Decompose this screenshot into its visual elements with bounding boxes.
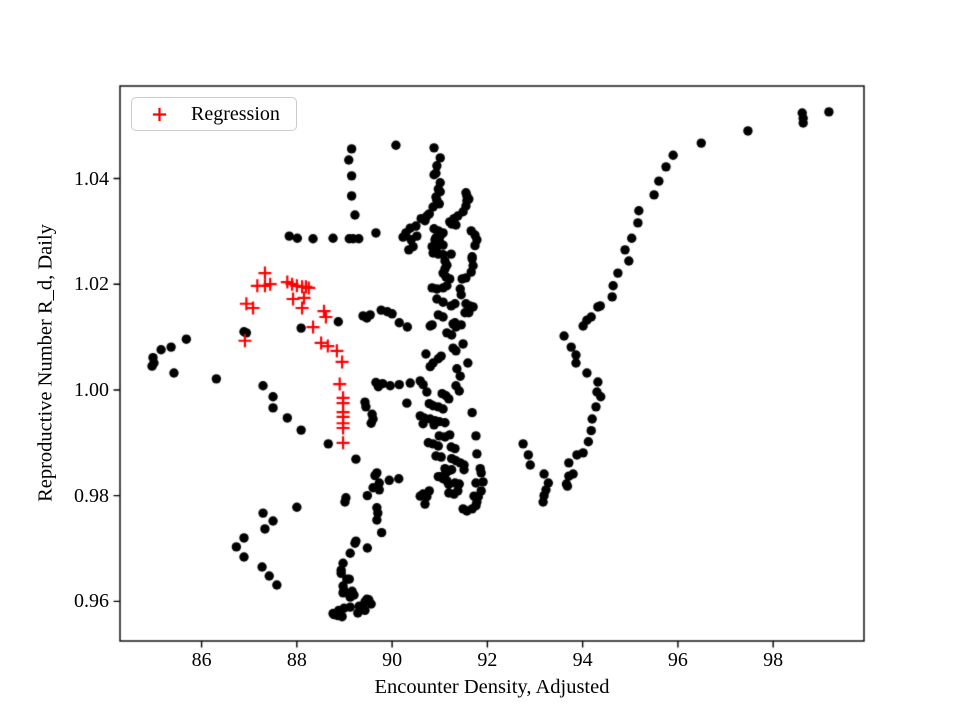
- x-tick-label-94: 94: [572, 649, 593, 671]
- regression-plus-icon: [152, 107, 167, 122]
- x-tick-label-86: 86: [191, 649, 212, 671]
- y-axis-title: Reproductive Number R_d, Daily: [34, 224, 57, 502]
- x-tick-label-90: 90: [382, 649, 403, 671]
- legend: Regression: [131, 97, 297, 131]
- legend-label-regression: Regression: [191, 102, 280, 125]
- y-tick-label-0.98: 0.98: [74, 484, 109, 507]
- y-tick-label-1.04: 1.04: [74, 167, 109, 190]
- x-tick-label-88: 88: [286, 649, 307, 671]
- y-tick-label-1.02: 1.02: [74, 273, 109, 296]
- x-tick-label-96: 96: [667, 649, 688, 671]
- x-tick-label-92: 92: [477, 649, 498, 671]
- x-tick-label-98: 98: [763, 649, 784, 671]
- x-axis-title: Encounter Density, Adjusted: [374, 676, 610, 698]
- y-tick-label-0.96: 0.96: [74, 590, 109, 613]
- y-tick-label-1.00: 1.00: [74, 378, 109, 401]
